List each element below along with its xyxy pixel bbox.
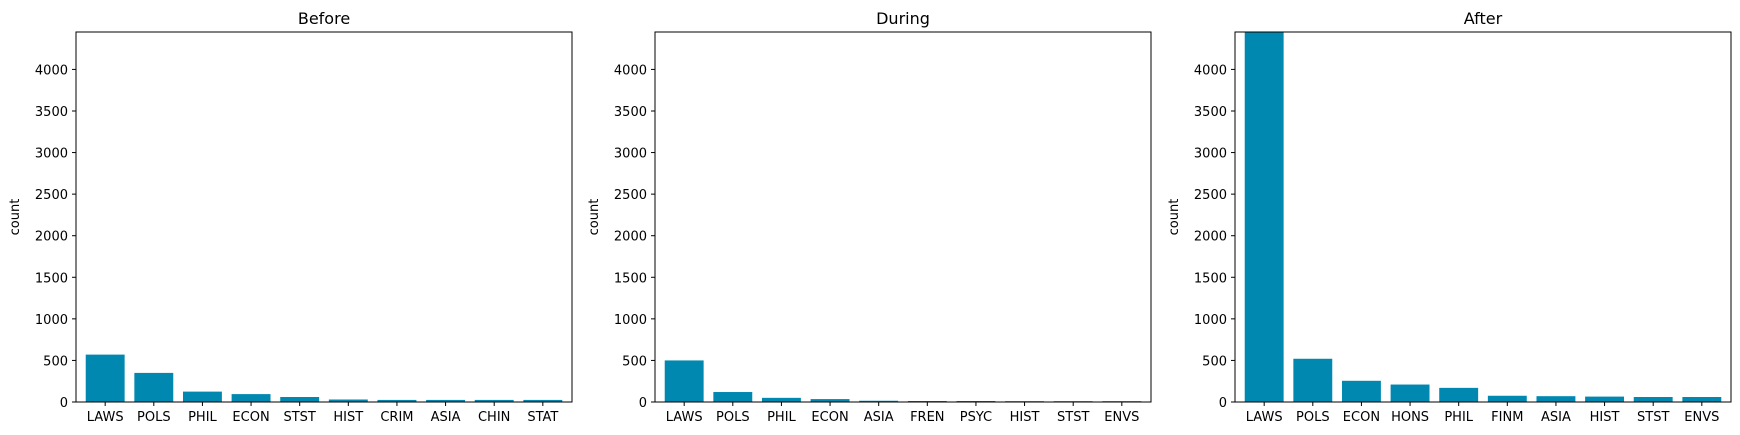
y-tick-label: 2500: [1194, 188, 1227, 203]
y-tick-label: 2000: [35, 230, 68, 245]
bar: [280, 397, 320, 402]
x-tick-label: ASIA: [431, 410, 461, 425]
y-tick-label: 1500: [614, 271, 647, 286]
x-tick-label: LAWS: [1246, 410, 1283, 425]
x-tick-label: POLS: [716, 410, 750, 425]
x-tick-label: ASIA: [1541, 410, 1571, 425]
x-tick-label: ENVS: [1684, 410, 1719, 425]
y-tick-label: 500: [622, 354, 647, 369]
bar: [1536, 396, 1576, 402]
y-tick-label: 4000: [614, 63, 647, 78]
y-tick-label: 500: [1202, 354, 1227, 369]
x-tick-label: ECON: [232, 410, 269, 425]
x-tick-label: POLS: [137, 410, 171, 425]
y-tick-label: 1000: [614, 313, 647, 328]
y-axis-label: count: [1167, 199, 1182, 236]
bar: [761, 397, 801, 402]
bar: [377, 399, 417, 402]
chart-title: During: [876, 9, 930, 28]
y-tick-label: 0: [639, 396, 647, 411]
bar: [1293, 358, 1333, 402]
y-tick-label: 0: [1219, 396, 1227, 411]
bar: [1390, 384, 1430, 402]
y-tick-label: 4000: [35, 63, 68, 78]
bar: [426, 399, 466, 402]
chart-title: Before: [298, 9, 350, 28]
x-tick-label: CHIN: [478, 410, 510, 425]
y-axis-label: count: [587, 199, 602, 236]
x-tick-label: FINM: [1491, 410, 1523, 425]
x-tick-label: STST: [283, 410, 315, 425]
x-tick-label: HIST: [333, 410, 363, 425]
bar: [810, 399, 850, 402]
x-tick-label: PHIL: [767, 410, 796, 425]
y-tick-label: 2000: [614, 230, 647, 245]
y-tick-label: 2500: [614, 188, 647, 203]
bar: [1633, 397, 1673, 402]
chart-panel-3: LAWS POLS ECON HONS PHIL FINM ASIA HIST STST ENVS…: [1167, 9, 1732, 425]
x-tick-label: ECON: [811, 410, 848, 425]
bar: [134, 372, 174, 402]
x-tick-label: ECON: [1343, 410, 1380, 425]
y-tick-label: 1500: [35, 271, 68, 286]
y-tick-label: 2000: [1194, 230, 1227, 245]
y-tick-label: 1000: [1194, 313, 1227, 328]
plot-frame: [654, 31, 1152, 403]
chart-panel-2: LAWS POLS PHIL ECON ASIA FREN PSYC HIST STST ENVS…: [587, 9, 1152, 425]
x-tick-label: STAT: [527, 410, 558, 425]
bar: [1244, 32, 1284, 402]
chart-panel-1: LAWS POLS PHIL ECON STST HIST CRIM ASIA CHIN STAT…: [8, 9, 573, 425]
y-tick-label: 3000: [35, 147, 68, 162]
y-tick-label: 3500: [1194, 105, 1227, 120]
y-tick-label: 4000: [1194, 63, 1227, 78]
x-tick-label: PSYC: [960, 410, 992, 425]
x-tick-label: STST: [1637, 410, 1669, 425]
x-tick-label: STST: [1057, 410, 1089, 425]
x-tick-label: HIST: [1590, 410, 1620, 425]
x-tick-label: HONS: [1391, 410, 1429, 425]
bar: [1487, 395, 1527, 402]
y-tick-label: 500: [43, 354, 68, 369]
bar: [523, 399, 563, 402]
bar: [231, 394, 271, 402]
bar: [1341, 380, 1381, 402]
y-tick-label: 3500: [35, 105, 68, 120]
x-tick-label: ENVS: [1104, 410, 1139, 425]
x-tick-label: PHIL: [1444, 410, 1473, 425]
x-tick-label: LAWS: [666, 410, 703, 425]
y-tick-label: 1000: [35, 313, 68, 328]
bar: [859, 400, 899, 402]
x-tick-label: LAWS: [87, 410, 124, 425]
x-tick-label: ASIA: [864, 410, 894, 425]
plot-frame: [75, 31, 573, 403]
chart-title: After: [1464, 9, 1503, 28]
x-tick-label: PHIL: [188, 410, 217, 425]
x-tick-label: CRIM: [380, 410, 413, 425]
bar: [328, 399, 368, 402]
y-tick-label: 1500: [1194, 271, 1227, 286]
bar: [182, 391, 222, 402]
y-axis-label: count: [8, 199, 23, 236]
x-tick-label: POLS: [1296, 410, 1330, 425]
y-tick-label: 3000: [1194, 147, 1227, 162]
bar: [1439, 387, 1479, 402]
bar: [474, 399, 514, 402]
plot-frame: [1234, 31, 1732, 403]
bar: [1585, 396, 1625, 402]
y-tick-label: 0: [60, 396, 68, 411]
x-tick-label: FREN: [910, 410, 944, 425]
bar: [85, 354, 125, 402]
x-tick-label: HIST: [1010, 410, 1040, 425]
bar: [713, 392, 753, 402]
bar: [1682, 397, 1722, 402]
bar: [664, 360, 704, 402]
y-tick-label: 3000: [614, 147, 647, 162]
y-tick-label: 2500: [35, 188, 68, 203]
y-tick-label: 3500: [614, 105, 647, 120]
